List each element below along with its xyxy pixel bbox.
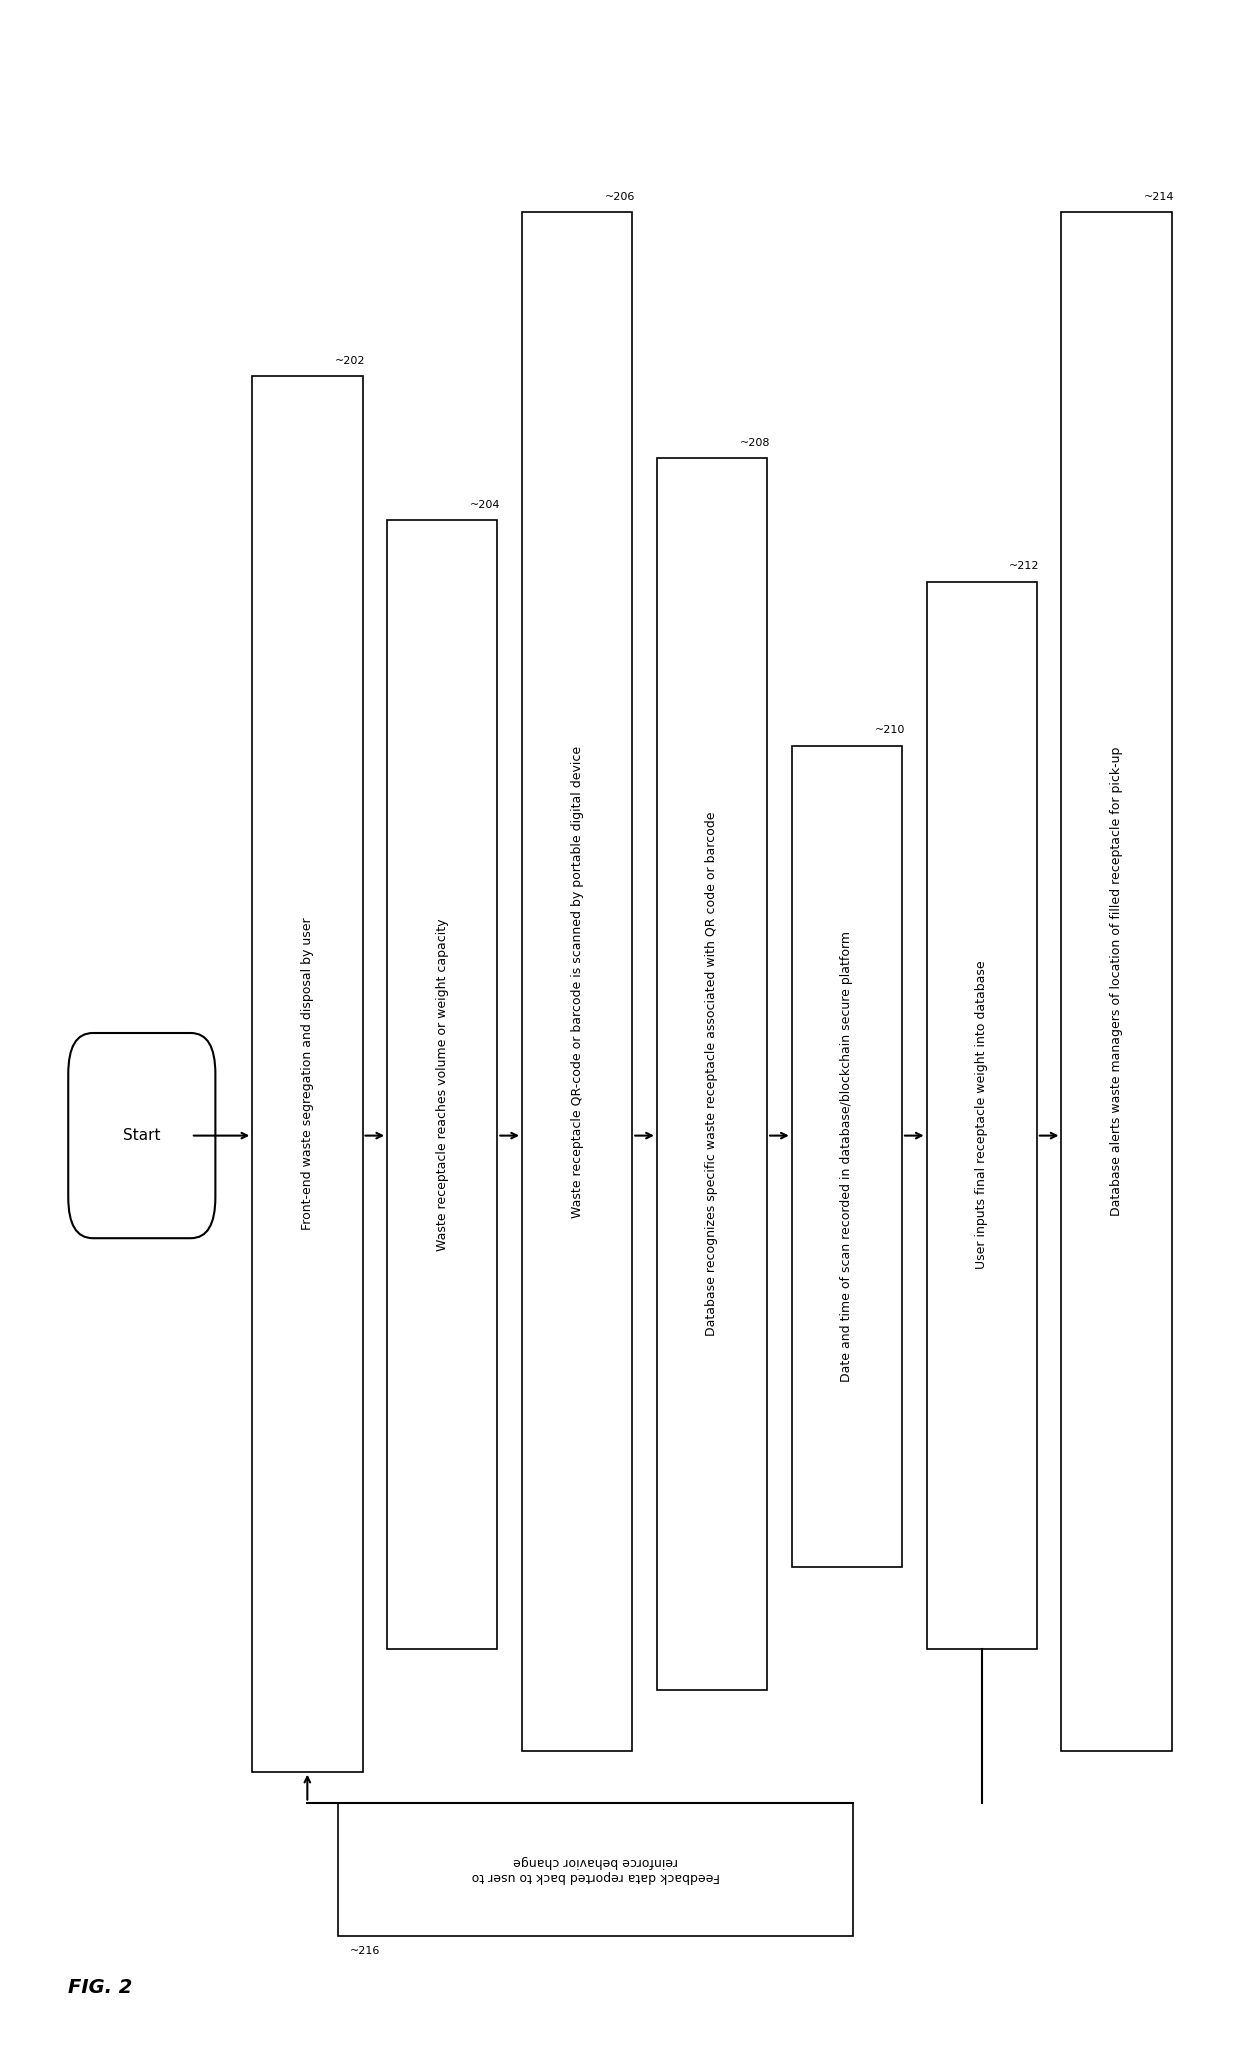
Text: ~210: ~210 [874,725,905,735]
Text: ~204: ~204 [470,500,500,510]
Bar [522,213,632,1752]
Bar [791,746,901,1566]
Text: Waste receptacle reaches volume or weight capacity: Waste receptacle reaches volume or weigh… [435,917,449,1250]
Text: ~202: ~202 [335,355,366,366]
Text: Date and time of scan recorded in database/blockchain secure platform: Date and time of scan recorded in databa… [841,930,853,1382]
Bar [252,376,362,1773]
Text: ~206: ~206 [605,192,635,202]
Text: Waste receptacle QR-code or barcode is scanned by portable digital device: Waste receptacle QR-code or barcode is s… [570,746,584,1217]
Text: Database recognizes specific waste receptacle associated with QR code or barcode: Database recognizes specific waste recep… [706,812,718,1337]
Text: ~216: ~216 [350,1946,381,1957]
Text: Start: Start [123,1128,160,1142]
Text: ~208: ~208 [739,438,770,448]
Text: Feedback data reported back to user to
reinforce behavior change: Feedback data reported back to user to r… [471,1855,719,1884]
Bar [387,521,497,1649]
FancyBboxPatch shape [68,1033,216,1238]
Text: Database alerts waste managers of location of filled receptacle for pick-up: Database alerts waste managers of locati… [1110,748,1123,1217]
Bar [339,1802,853,1936]
Bar [1061,213,1172,1752]
Bar [657,459,768,1690]
Text: ~212: ~212 [1009,562,1040,572]
Bar [926,581,1037,1649]
Text: Front-end waste segregation and disposal by user: Front-end waste segregation and disposal… [301,917,314,1231]
Text: ~214: ~214 [1145,192,1174,202]
Text: FIG. 2: FIG. 2 [68,1979,133,1998]
Text: User inputs final receptacle weight into database: User inputs final receptacle weight into… [975,961,988,1269]
